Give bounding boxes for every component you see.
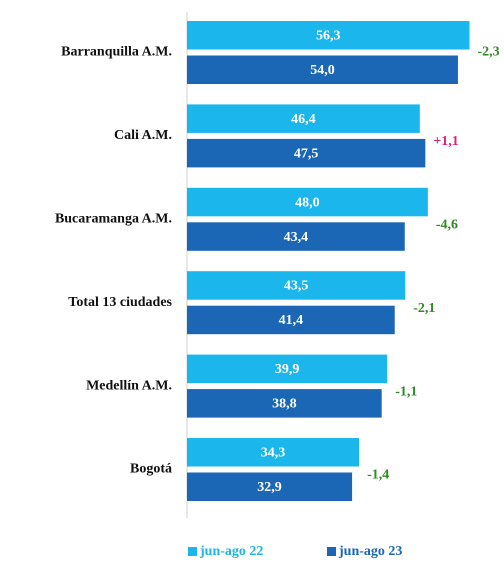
value-label: 46,4 [291, 112, 316, 127]
value-label: 47,5 [294, 146, 319, 161]
value-label: 38,8 [272, 397, 297, 412]
bar [187, 187, 428, 217]
difference-label: -4,6 [436, 218, 458, 233]
legend-swatch [327, 547, 336, 556]
bar [187, 305, 395, 335]
category-label: Bogotá [130, 462, 172, 477]
legend-swatch [188, 547, 197, 556]
category-label: Total 13 ciudades [68, 295, 172, 310]
bar [187, 354, 388, 384]
bar [187, 222, 405, 251]
value-label: 43,4 [284, 230, 309, 245]
bar [187, 55, 458, 84]
value-label: 54,0 [310, 63, 335, 78]
difference-label: -2,3 [477, 45, 499, 60]
value-label: 48,0 [295, 195, 320, 210]
category-label: Cali A.M. [114, 128, 172, 143]
difference-label: -1,1 [395, 384, 417, 399]
bar [187, 271, 406, 300]
bar [187, 389, 382, 418]
category-label: Medellín A.M. [86, 378, 172, 393]
category-label: Barranquilla A.M. [61, 45, 172, 60]
category-label: Bucaramanga A.M. [55, 212, 172, 227]
bar [187, 104, 420, 133]
value-label: 56,3 [316, 28, 341, 43]
difference-label: -2,1 [413, 301, 435, 316]
legend-label: jun-ago 23 [338, 544, 402, 559]
bar [187, 138, 426, 168]
difference-label: +1,1 [433, 134, 458, 149]
bar [187, 21, 470, 50]
value-label: 39,9 [275, 362, 300, 377]
value-label: 43,5 [284, 279, 309, 294]
difference-label: -1,4 [367, 468, 389, 483]
legend-label: jun-ago 22 [199, 544, 263, 559]
value-label: 41,4 [279, 313, 304, 328]
value-label: 34,3 [261, 445, 286, 460]
value-label: 32,9 [257, 480, 282, 495]
bar [187, 438, 360, 467]
bar [187, 472, 353, 501]
